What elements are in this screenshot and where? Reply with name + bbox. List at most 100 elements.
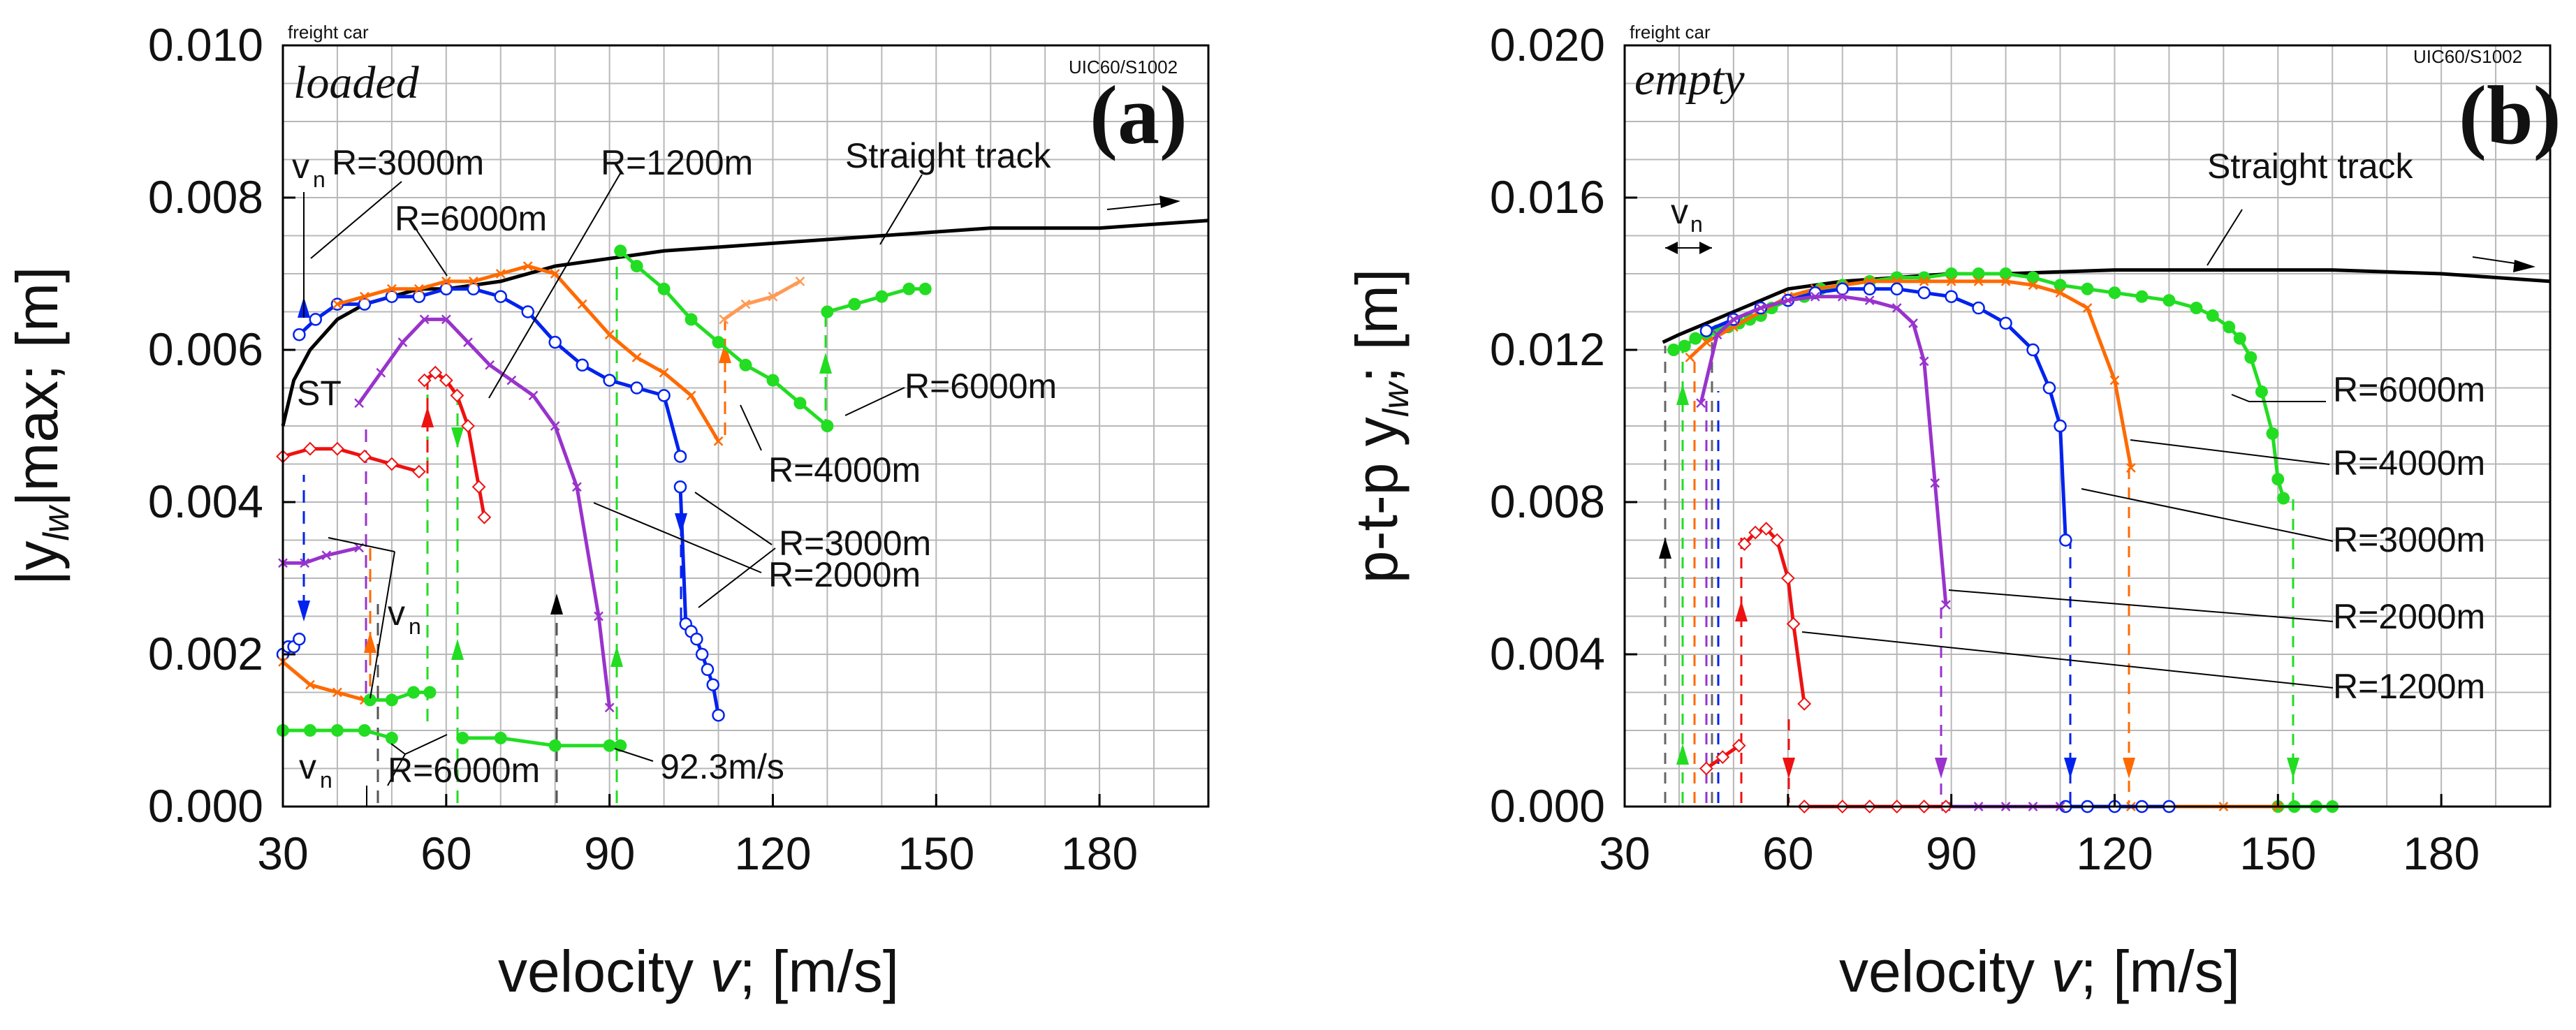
data-point [2271,473,2285,486]
data-point [768,291,778,302]
data-point [494,731,507,744]
data-point [2059,534,2072,547]
vn-subscript: n [313,167,325,192]
plot-frame-b [1623,44,2552,808]
y-tick-label: 0.016 [1490,171,1605,223]
series-line [462,736,621,748]
data-point [1702,337,1711,347]
data-point [875,290,888,303]
data-point [477,510,492,524]
x-tick-label: 60 [420,827,471,879]
data-point [461,419,475,433]
annotation: v [388,594,405,633]
x-tick-label: 180 [2403,827,2480,879]
leader-line [2081,488,2334,542]
data-point [1930,478,1940,488]
series-r-3000m [1699,282,2072,547]
leader-line [698,547,776,608]
data-point [1667,344,1681,356]
data-point [358,297,372,311]
arrowhead [1699,242,1712,254]
data-point [550,269,560,279]
profile-label-a: UIC60/S1002 [1069,57,1178,78]
series-line [369,691,430,702]
leader-line [404,734,448,755]
data-point [2125,463,2136,473]
data-point [690,632,703,646]
data-point [1770,533,1785,547]
data-point [495,269,506,279]
data-point [467,282,481,296]
leader-line [879,174,923,245]
series-r-6000m [456,731,627,752]
series-r-4000m [332,261,724,446]
data-point [412,290,426,303]
data-point [659,367,669,378]
series-a [276,219,1209,752]
arrowhead [451,427,464,448]
series-r-3000m [673,480,725,722]
x-label-main: velocity [498,939,710,1004]
grid-b [1625,45,2550,807]
series-r-1200m [276,441,426,479]
leader-line [411,223,448,277]
data-point [594,611,603,621]
y-label-main: |y [4,541,70,586]
arrowhead [364,632,376,653]
data-point [358,724,371,737]
y-tick-label: 0.002 [148,628,263,679]
series-r-6000m [821,282,932,318]
series-line [282,447,420,473]
data-point [332,299,342,309]
data-point [712,708,725,722]
leader-line [387,753,406,786]
ticks-b: 30 60 90 120 150 180 0.000 0.004 0.008 0.012 0.016… [1490,19,2480,879]
y-label-tail: |max; [m] [4,267,70,507]
series-line [1662,268,2551,344]
data-point [2026,343,2040,357]
data-point [330,724,344,737]
data-point [439,373,453,388]
data-point [576,358,589,372]
data-point [450,388,464,403]
data-point [695,647,709,661]
data-point [385,693,398,707]
y-tick-label: 0.006 [148,323,263,375]
y-label-sub: lw [1376,381,1417,418]
data-point [1999,316,2012,330]
y-tick-label: 0.008 [1490,476,1605,527]
data-point [303,441,317,456]
annotation: Straight track [845,136,1052,175]
data-point [2000,277,2011,286]
data-point [2055,288,2065,298]
data-point [657,389,671,402]
data-point [1837,291,1847,302]
data-point [441,277,451,286]
data-point [706,678,719,691]
series-r-4000m [1685,277,2136,473]
data-point [2082,303,2093,313]
data-point [614,244,627,258]
leader-line [328,537,395,552]
data-point [713,436,724,446]
data-point [631,353,642,362]
guides-b [1659,242,2299,803]
data-point [1945,290,1958,303]
data-point [1864,295,1875,306]
series-r-6000m [277,724,398,744]
arrowhead [2064,758,2077,779]
data-point [428,365,443,380]
arrowhead [2123,758,2135,779]
data-point [1919,277,1929,286]
series-r-6000m [363,686,437,707]
series-r-1200m [417,365,492,524]
plot-frame-a [281,44,1210,808]
data-point [1940,600,1951,610]
arrowhead [1665,242,1678,254]
data-point [468,277,478,286]
data-point [1715,750,1730,765]
data-point [1786,617,1801,631]
x-tick-label: 150 [2239,827,2316,879]
panel-b: 30 60 90 120 150 180 0.000 0.004 0.008 0.012 0.016… [1344,19,2561,1004]
annotation: R=1200m [2333,667,2485,706]
